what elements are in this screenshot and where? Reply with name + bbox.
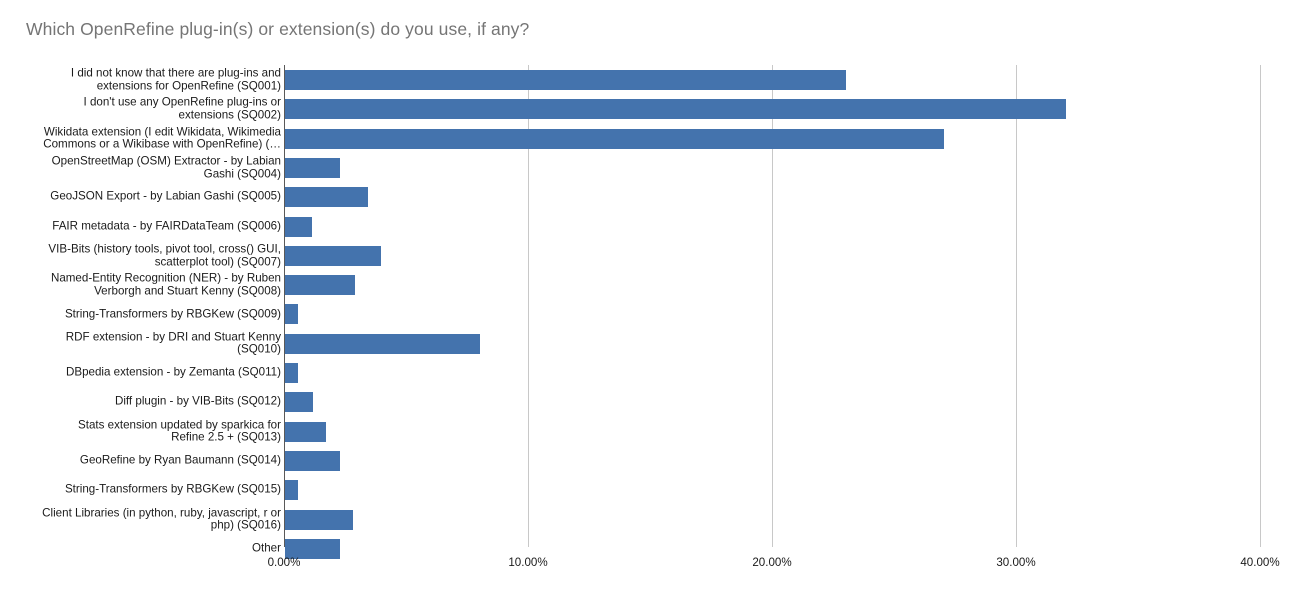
bar[interactable] bbox=[285, 128, 944, 149]
x-axis-tick-labels: 0.00% 10.00% 20.00% 30.00% 40.00% bbox=[0, 556, 1297, 576]
x-tick-label: 40.00% bbox=[1240, 556, 1280, 569]
bar-row: Stats extension updated by sparkica for … bbox=[0, 417, 1297, 446]
x-tick-label: 30.00% bbox=[996, 556, 1036, 569]
bar[interactable] bbox=[285, 216, 312, 237]
bar-row: Wikidata extension (I edit Wikidata, Wik… bbox=[0, 124, 1297, 153]
bar-row: Named-Entity Recognition (NER) - by Rube… bbox=[0, 271, 1297, 300]
category-label: Diff plugin - by VIB-Bits (SQ012) bbox=[114, 395, 281, 409]
bar[interactable] bbox=[285, 421, 327, 442]
bar[interactable] bbox=[285, 333, 481, 354]
bar-row: I did not know that there are plug-ins a… bbox=[0, 66, 1297, 95]
category-label: String-Transformers by RBGKew (SQ009) bbox=[64, 307, 281, 321]
bar-row: I don't use any OpenRefine plug-ins or e… bbox=[0, 95, 1297, 124]
bar[interactable] bbox=[285, 245, 382, 266]
bar-row: VIB-Bits (history tools, pivot tool, cro… bbox=[0, 241, 1297, 270]
bar-row: Diff plugin - by VIB-Bits (SQ012) bbox=[0, 388, 1297, 417]
x-tick-label: 0.00% bbox=[267, 556, 301, 569]
category-label: GeoJSON Export - by Labian Gashi (SQ005) bbox=[50, 190, 281, 204]
bar-row: DBpedia extension - by Zemanta (SQ011) bbox=[0, 359, 1297, 388]
category-label: Named-Entity Recognition (NER) - by Rube… bbox=[50, 271, 281, 298]
bar[interactable] bbox=[285, 363, 299, 383]
bar-row: RDF extension - by DRI and Stuart Kenny … bbox=[0, 329, 1297, 358]
category-label: RDF extension - by DRI and Stuart Kenny … bbox=[65, 330, 281, 356]
bar[interactable] bbox=[285, 480, 299, 501]
bar[interactable] bbox=[285, 450, 340, 471]
category-label: I don't use any OpenRefine plug-ins or e… bbox=[83, 95, 282, 122]
bar[interactable] bbox=[285, 70, 847, 90]
category-label: Wikidata extension (I edit Wikidata, Wik… bbox=[43, 125, 281, 151]
bar[interactable] bbox=[285, 275, 355, 296]
category-label: OpenStreetMap (OSM) Extractor - by Labia… bbox=[51, 154, 281, 181]
bar[interactable] bbox=[285, 99, 1066, 120]
bar-row: Other bbox=[0, 534, 1297, 563]
bar-row: FAIR metadata - by FAIRDataTeam (SQ006) bbox=[0, 212, 1297, 241]
category-label: VIB-Bits (history tools, pivot tool, cro… bbox=[48, 242, 281, 268]
bar-row: String-Transformers by RBGKew (SQ009) bbox=[0, 300, 1297, 329]
category-label: Stats extension updated by sparkica for … bbox=[77, 418, 281, 444]
chart-title: Which OpenRefine plug-in(s) or extension… bbox=[26, 19, 530, 39]
bar[interactable] bbox=[285, 509, 354, 530]
category-label: String-Transformers by RBGKew (SQ015) bbox=[64, 483, 281, 497]
bar-row: GeoRefine by Ryan Baumann (SQ014) bbox=[0, 446, 1297, 475]
category-label: FAIR metadata - by FAIRDataTeam (SQ006) bbox=[52, 219, 281, 233]
bar-row: OpenStreetMap (OSM) Extractor - by Labia… bbox=[0, 153, 1297, 182]
bar-row: Client Libraries (in python, ruby, javas… bbox=[0, 505, 1297, 534]
bar[interactable] bbox=[285, 392, 314, 413]
bar[interactable] bbox=[285, 538, 340, 559]
x-tick-label: 20.00% bbox=[752, 556, 792, 569]
category-label: I did not know that there are plug-ins a… bbox=[70, 66, 281, 93]
category-label: GeoRefine by Ryan Baumann (SQ014) bbox=[79, 453, 281, 467]
bar-row: String-Transformers by RBGKew (SQ015) bbox=[0, 476, 1297, 505]
category-label: DBpedia extension - by Zemanta (SQ011) bbox=[65, 365, 281, 379]
category-label: Other bbox=[252, 541, 281, 555]
bar[interactable] bbox=[285, 187, 368, 208]
category-label: Client Libraries (in python, ruby, javas… bbox=[42, 506, 281, 532]
bar-row: GeoJSON Export - by Labian Gashi (SQ005) bbox=[0, 183, 1297, 212]
bar[interactable] bbox=[285, 304, 299, 325]
bar[interactable] bbox=[285, 157, 340, 178]
x-tick-label: 10.00% bbox=[508, 556, 548, 569]
